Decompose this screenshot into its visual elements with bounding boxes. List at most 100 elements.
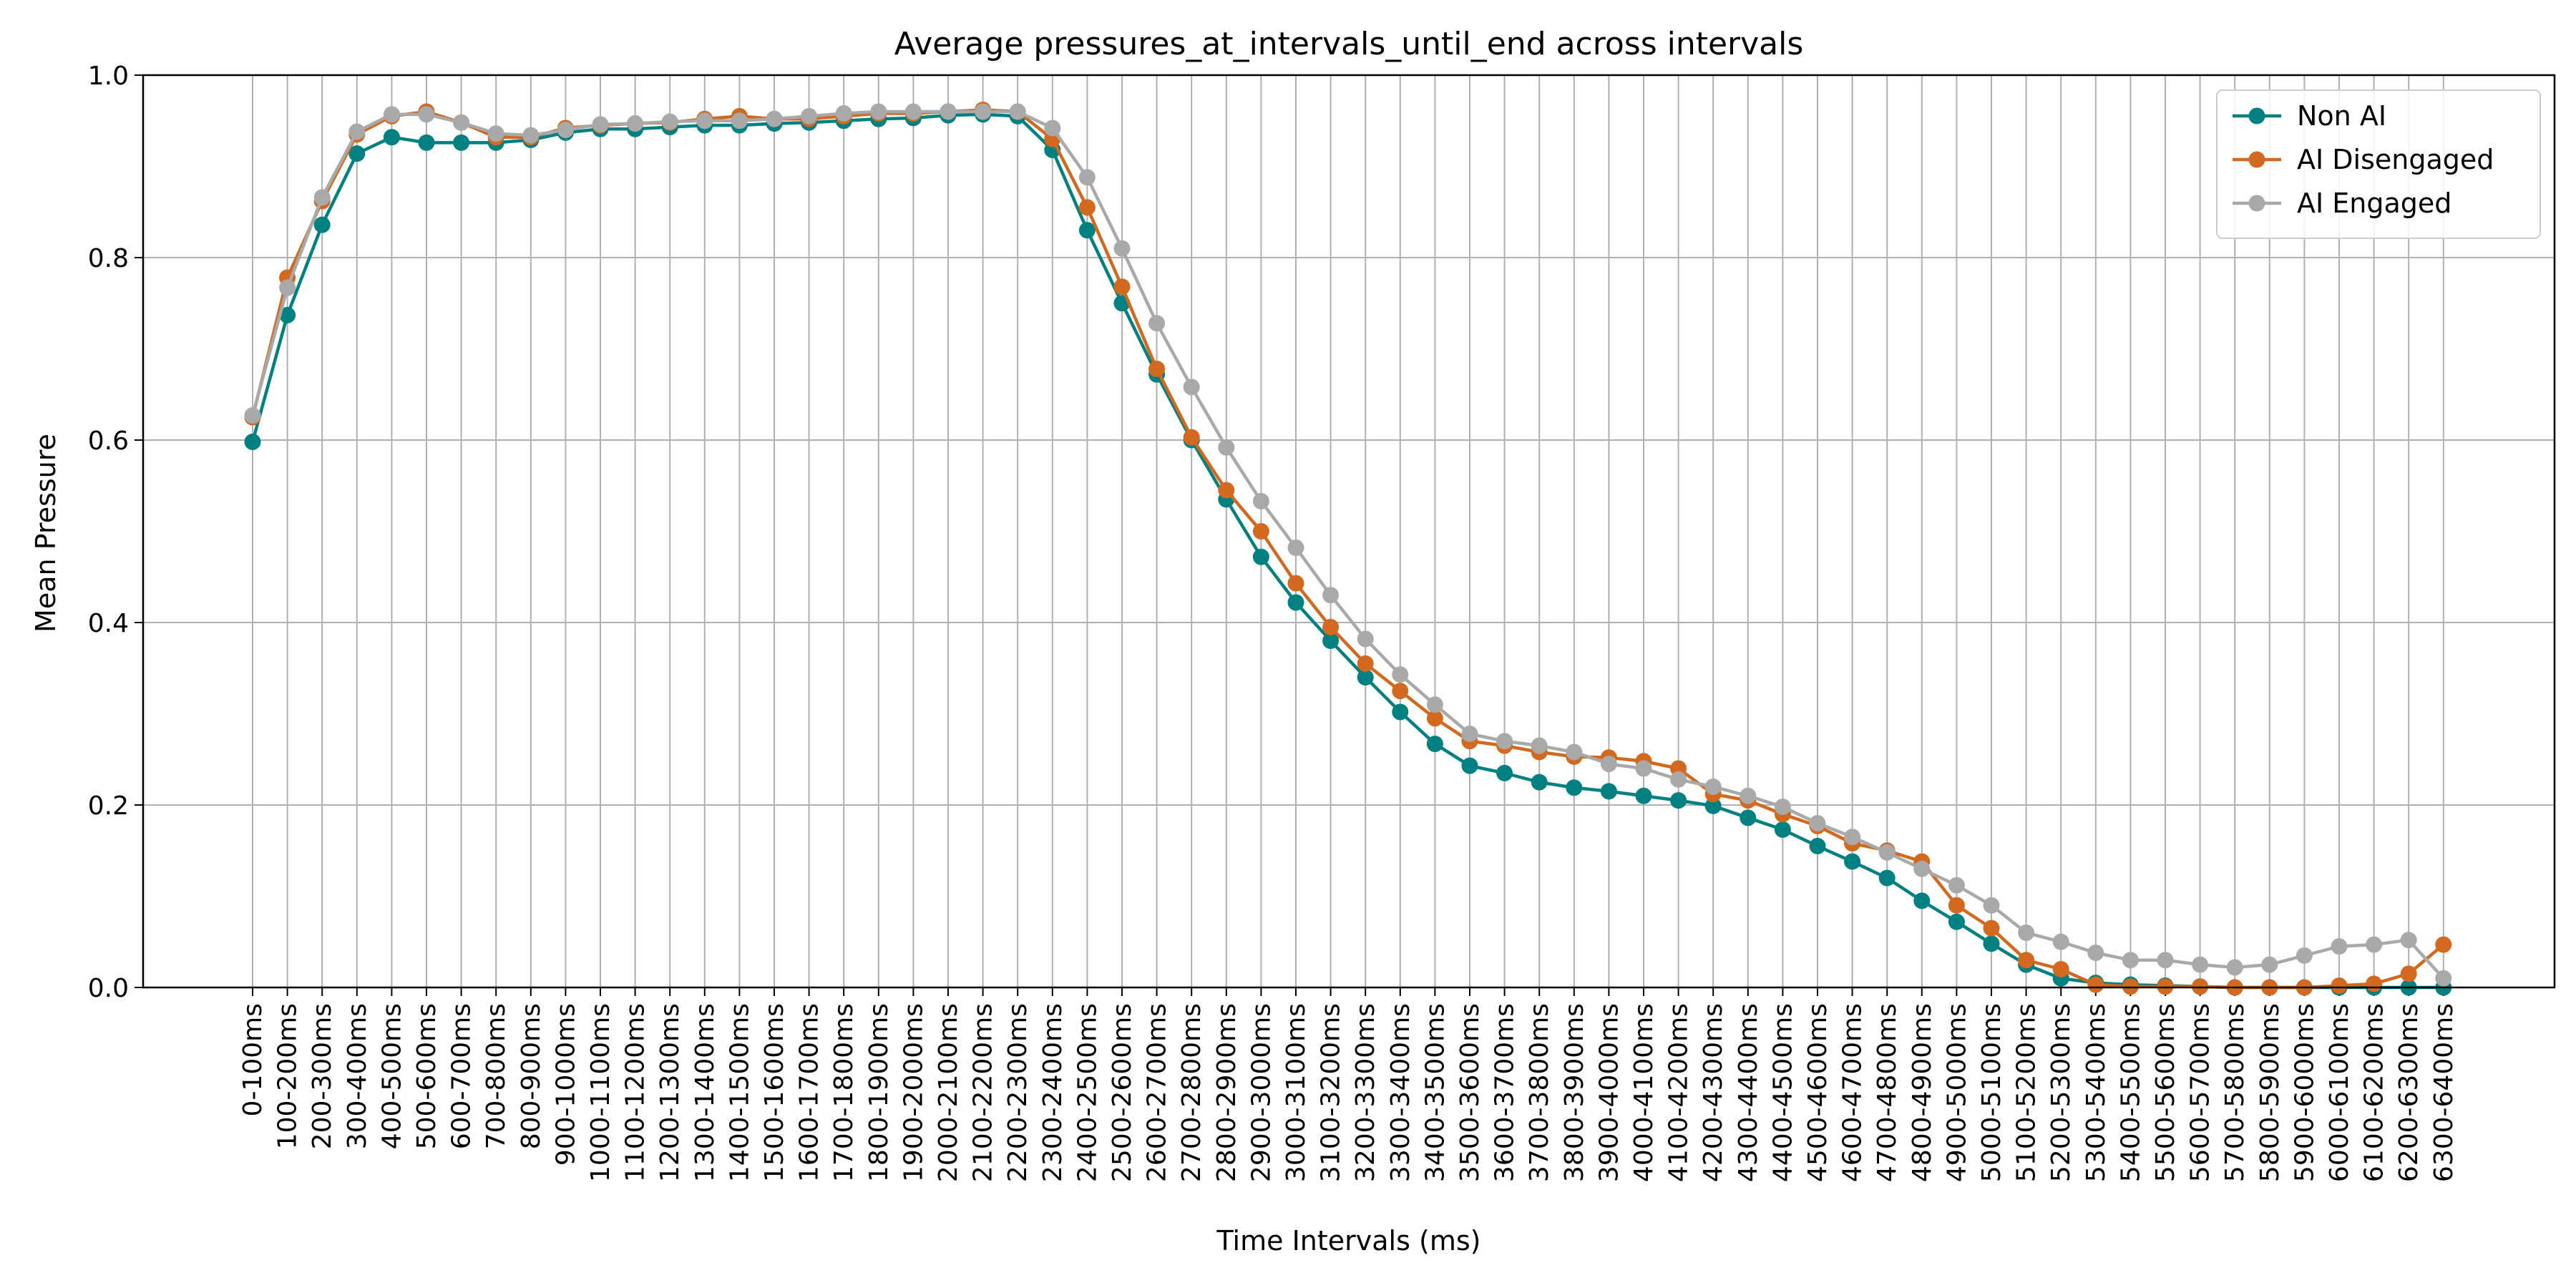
- data-point: [1878, 844, 1896, 861]
- data-point: [2018, 952, 2035, 969]
- data-point: [2122, 978, 2139, 995]
- data-point: [487, 125, 504, 142]
- y-axis-label: Mean Pressure: [30, 434, 62, 633]
- data-point: [1287, 539, 1304, 556]
- data-point: [661, 113, 678, 130]
- data-point: [1113, 240, 1131, 257]
- data-point: [1426, 736, 1443, 753]
- legend-box: [2216, 89, 2541, 239]
- x-tick-label: 5200-5300ms: [2046, 1003, 2076, 1182]
- data-point: [1461, 726, 1478, 743]
- x-tick-label: 1300-1400ms: [691, 1003, 720, 1182]
- x-tick-label: 2000-2100ms: [934, 1003, 963, 1182]
- data-point: [2435, 936, 2452, 953]
- data-point: [1774, 821, 1791, 838]
- x-tick-label: 0-100ms: [238, 1003, 268, 1116]
- x-tick-label: 4100-4200ms: [1664, 1003, 1694, 1182]
- data-point: [2157, 978, 2174, 995]
- x-tick-label: 5700-5800ms: [2220, 1003, 2250, 1182]
- x-tick-label: 1500-1600ms: [760, 1003, 789, 1182]
- data-point: [2366, 936, 2383, 953]
- data-point: [1983, 935, 2000, 952]
- data-point: [2018, 924, 2035, 941]
- data-point: [835, 105, 852, 122]
- data-point: [1531, 737, 1548, 754]
- data-point: [592, 116, 609, 133]
- legend: Non AI AI Disengaged AI Engaged: [2216, 89, 2541, 239]
- data-point: [1809, 815, 1826, 831]
- y-tick-label: 0.4: [88, 609, 129, 638]
- data-point: [1983, 897, 2000, 914]
- data-point: [1774, 799, 1791, 816]
- x-tick-label: 2200-2300ms: [1003, 1003, 1033, 1182]
- data-point: [1287, 594, 1304, 611]
- y-tick-label: 0.8: [88, 244, 129, 273]
- x-tick-label: 3100-3200ms: [1317, 1003, 1346, 1182]
- data-point: [2331, 938, 2348, 955]
- data-point: [1600, 756, 1617, 773]
- x-tick-label: 3900-4000ms: [1594, 1003, 1624, 1182]
- legend-item: AI Disengaged: [2233, 144, 2494, 175]
- x-tick-label: 600-700ms: [447, 1003, 477, 1149]
- x-tick-label: 4700-4800ms: [1873, 1003, 1902, 1182]
- data-point: [2296, 947, 2313, 964]
- chart-title: Average pressures_at_intervals_until_end…: [894, 26, 1804, 62]
- data-point: [1218, 439, 1235, 456]
- data-point: [1740, 787, 1757, 804]
- data-point: [1566, 779, 1583, 796]
- x-tick-label: 5300-5400ms: [2082, 1003, 2111, 1182]
- x-tick-label: 2600-2700ms: [1143, 1003, 1172, 1182]
- x-tick-label: 4800-4900ms: [1908, 1003, 1937, 1182]
- data-point: [1183, 429, 1200, 446]
- data-point: [1809, 837, 1826, 854]
- legend-item: AI Engaged: [2233, 187, 2451, 219]
- x-axis-label: Time Intervals (ms): [1216, 1225, 1481, 1257]
- data-point: [1218, 482, 1235, 499]
- data-point: [2331, 977, 2348, 994]
- data-point: [1426, 710, 1443, 727]
- legend-label: AI Disengaged: [2297, 144, 2494, 175]
- data-point: [1670, 792, 1687, 809]
- y-tick-label: 1.0: [88, 62, 129, 91]
- x-tick-label: 700-800ms: [482, 1003, 511, 1149]
- x-tick-label: 200-300ms: [308, 1003, 337, 1149]
- data-point: [2087, 976, 2104, 993]
- x-tick-label: 5000-5100ms: [1977, 1003, 2006, 1182]
- x-tick-label: 1100-1200ms: [621, 1003, 650, 1182]
- x-tick-label: 4500-4600ms: [1803, 1003, 1833, 1182]
- data-point: [731, 112, 748, 130]
- x-tick-label: 3400-3500ms: [1420, 1003, 1450, 1182]
- data-point: [313, 189, 331, 206]
- x-tick-label: 6100-6200ms: [2360, 1003, 2389, 1182]
- data-point: [348, 123, 366, 140]
- data-point: [1531, 774, 1548, 791]
- x-tick-label: 2700-2800ms: [1177, 1003, 1206, 1182]
- data-point: [557, 122, 574, 138]
- data-point: [1704, 779, 1722, 795]
- data-point: [1392, 703, 1409, 721]
- data-point: [2226, 959, 2243, 976]
- plot-area: 0.0 0.2 0.4 0.6 0.8 1.0 0-100ms 100-200ms 200-30…: [88, 62, 2556, 1182]
- data-point: [418, 106, 435, 123]
- x-tick-label: 3800-3900ms: [1560, 1003, 1589, 1182]
- x-tick-label: 4900-5000ms: [1942, 1003, 1971, 1182]
- x-tick-label: 5900-6000ms: [2290, 1003, 2319, 1182]
- data-point: [1148, 315, 1166, 332]
- data-point: [383, 106, 400, 123]
- data-point: [766, 110, 783, 127]
- data-point: [1600, 783, 1617, 800]
- y-tick-label: 0.6: [88, 426, 129, 456]
- x-tick-label: 1400-1500ms: [725, 1003, 754, 1182]
- data-point: [696, 112, 713, 130]
- data-point: [383, 129, 400, 146]
- series-ai-engaged: [244, 103, 2452, 987]
- data-point: [1670, 771, 1687, 788]
- x-tick-label: 900-1000ms: [551, 1003, 580, 1166]
- x-tick-label: 5400-5500ms: [2116, 1003, 2145, 1182]
- data-point: [975, 103, 992, 120]
- legend-label: Non AI: [2297, 100, 2386, 132]
- x-tick-label: 1200-1300ms: [655, 1003, 685, 1182]
- data-point: [279, 306, 296, 323]
